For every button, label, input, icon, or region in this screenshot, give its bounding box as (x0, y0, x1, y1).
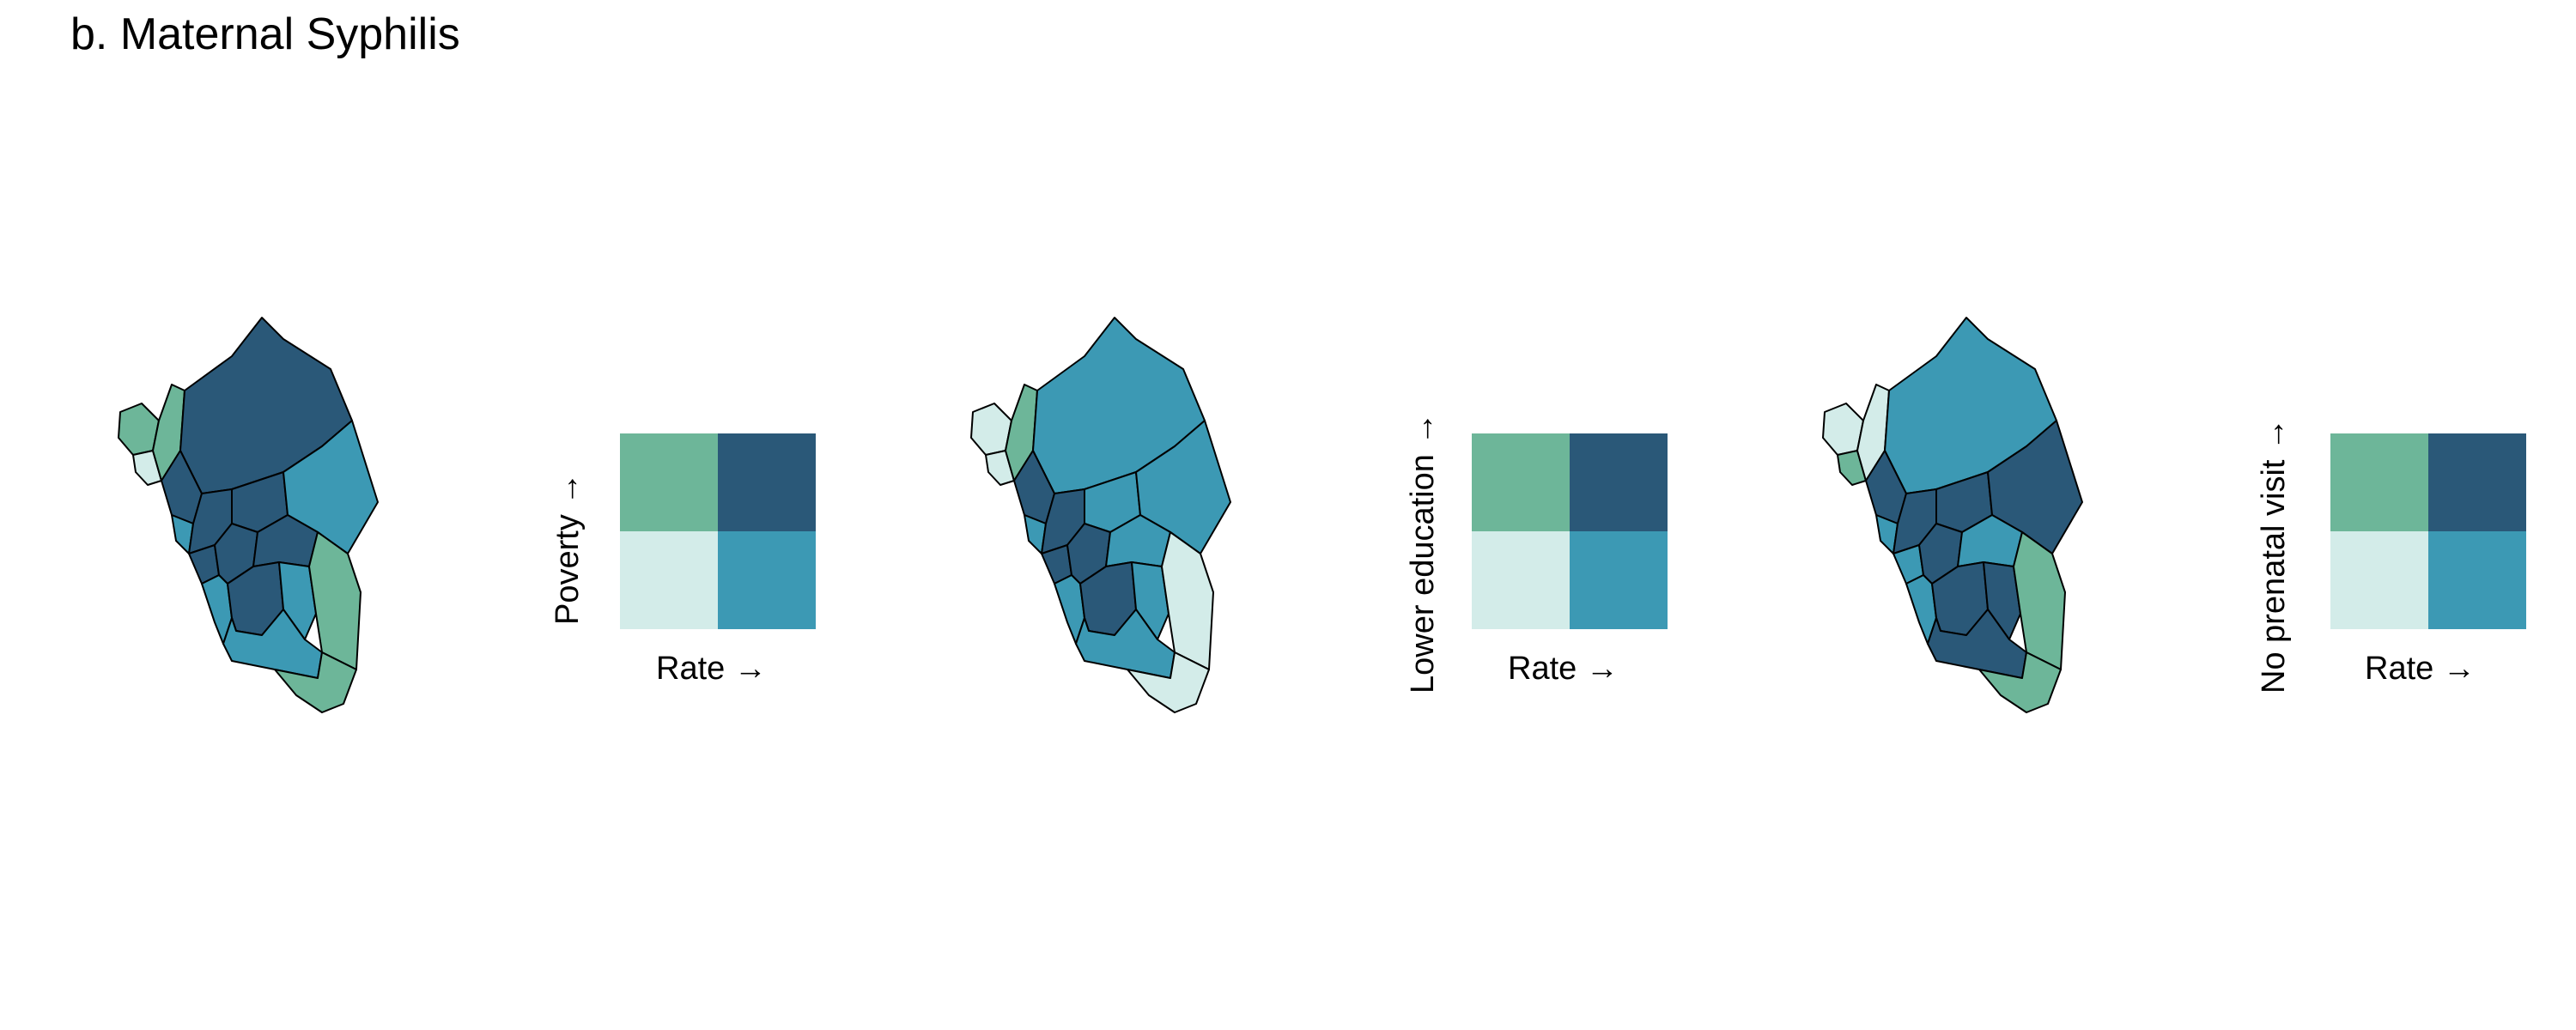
legend-cell-high-var-low-rate (620, 433, 718, 531)
region-18 (274, 651, 357, 713)
legend-y-label: Lower education → (1405, 412, 1441, 694)
map-education (970, 317, 1231, 713)
bivariate-legend-poverty (620, 433, 816, 629)
legend-cell-low-var-low-rate (620, 531, 718, 629)
region-16 (1161, 531, 1214, 670)
legend-cell-high-var-low-rate (2330, 433, 2428, 531)
region-17 (1075, 609, 1176, 679)
map-poverty (118, 317, 379, 713)
figure-title: b. Maternal Syphilis (70, 9, 460, 59)
bivariate-legend-education (1472, 433, 1668, 629)
region-15 (278, 561, 317, 640)
region-2 (985, 450, 1015, 486)
legend-x-label: Rate → (656, 651, 767, 687)
legend-cell-high-var-high-rate (1570, 433, 1668, 531)
legend-cell-high-var-low-rate (1472, 433, 1570, 531)
legend-y-label: No prenatal visit → (2256, 417, 2292, 694)
legend-cell-low-var-high-rate (718, 531, 816, 629)
legend-cell-high-var-high-rate (2428, 433, 2526, 531)
region-18 (1978, 651, 2062, 713)
legend-x-label: Rate → (2365, 651, 2476, 687)
map-prenatal (1822, 317, 2083, 713)
region-16 (308, 531, 361, 670)
region-18 (1127, 651, 1210, 713)
region-17 (222, 609, 323, 679)
legend-cell-low-var-high-rate (1570, 531, 1668, 629)
legend-cell-high-var-high-rate (718, 433, 816, 531)
legend-x-label: Rate → (1508, 651, 1619, 687)
legend-cell-low-var-low-rate (2330, 531, 2428, 629)
region-2 (1837, 450, 1867, 486)
region-2 (132, 450, 162, 486)
legend-cell-low-var-high-rate (2428, 531, 2526, 629)
region-15 (1131, 561, 1170, 640)
legend-cell-low-var-low-rate (1472, 531, 1570, 629)
region-17 (1927, 609, 2027, 679)
region-16 (2013, 531, 2066, 670)
bivariate-legend-prenatal (2330, 433, 2526, 629)
legend-y-label: Poverty → (550, 472, 586, 625)
region-15 (1983, 561, 2021, 640)
